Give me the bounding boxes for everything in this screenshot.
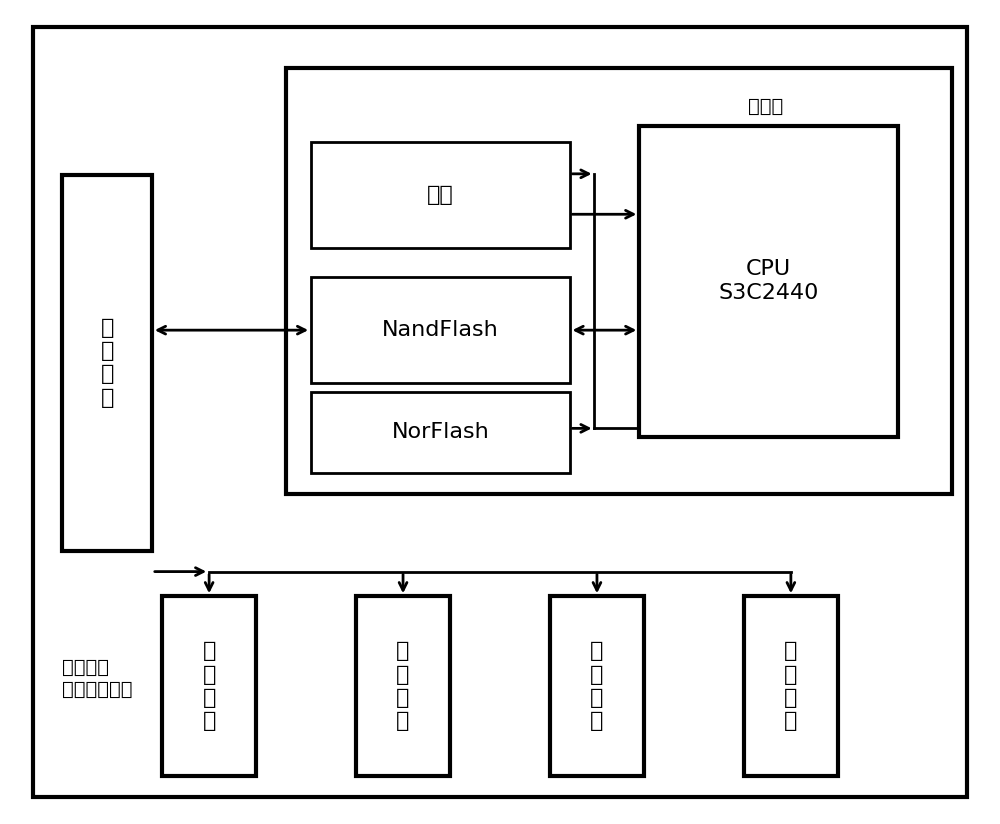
Text: 第
三
串
口: 第 三 串 口	[590, 641, 604, 731]
Text: 内存: 内存	[427, 185, 454, 205]
Bar	[744, 596, 838, 776]
Bar	[639, 125, 898, 437]
Bar	[286, 68, 952, 494]
Text: 系
统
总
线: 系 统 总 线	[101, 318, 114, 408]
Bar	[311, 142, 570, 248]
Text: 以
太
网
口: 以 太 网 口	[784, 641, 798, 731]
Bar	[162, 596, 256, 776]
Text: 第
二
串
口: 第 二 串 口	[396, 641, 410, 731]
Bar	[550, 596, 644, 776]
Text: 核心板: 核心板	[748, 97, 784, 116]
Text: CPU
S3C2440: CPU S3C2440	[718, 260, 819, 302]
Bar	[62, 175, 152, 551]
Bar	[356, 596, 450, 776]
Text: NorFlash: NorFlash	[391, 423, 489, 442]
Text: 数据采集
分析系统底板: 数据采集 分析系统底板	[62, 658, 133, 699]
Bar	[311, 277, 570, 383]
Text: 第
一
串
口: 第 一 串 口	[202, 641, 216, 731]
Text: NandFlash: NandFlash	[382, 321, 499, 340]
Bar	[311, 391, 570, 473]
